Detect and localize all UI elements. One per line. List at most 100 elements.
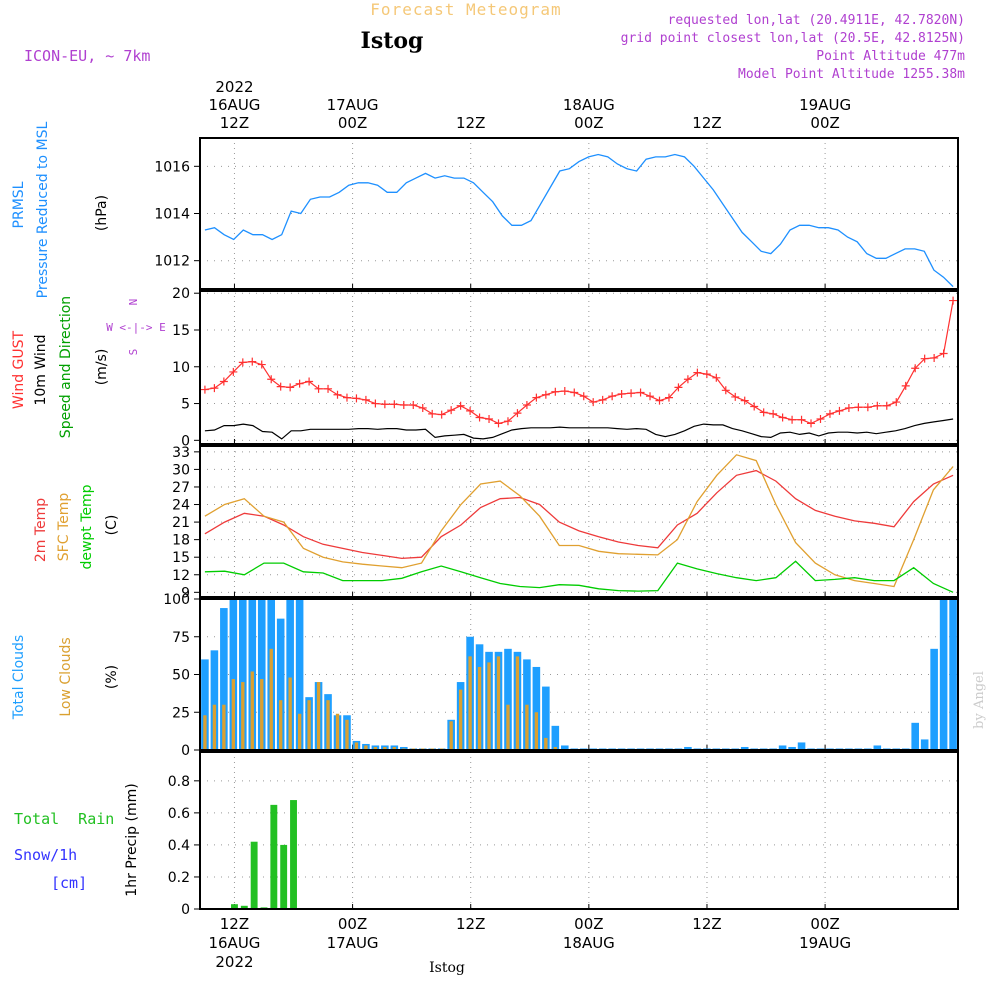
y-tick-label: 75: [172, 630, 190, 646]
gust-marker: [305, 377, 314, 386]
top-time-label: 12Z: [456, 114, 485, 132]
gust-marker: [769, 409, 778, 418]
gust-marker: [257, 360, 266, 369]
precip-panel: 0 0.2 0.4 0.6 0.8: [168, 751, 959, 918]
gust-label: Wind GUST: [11, 330, 27, 409]
temp2m-line: [204, 469, 954, 560]
gust-marker: [702, 370, 711, 379]
point-altitude: Point Altitude 477m: [816, 49, 965, 64]
gust-marker: [286, 383, 295, 392]
wind-dir-label: Speed and Direction: [58, 296, 74, 438]
total-cloud-bar: [873, 745, 882, 750]
low-cloud-bar: [260, 679, 264, 750]
y-tick-label: 0.4: [168, 838, 190, 854]
low-cloud-bar: [449, 721, 453, 750]
low-cloud-bar: [297, 713, 302, 750]
gust-marker: [844, 403, 853, 412]
gust-marker: [646, 392, 655, 401]
gust-marker: [238, 358, 247, 367]
gust-marker: [333, 390, 342, 399]
gust-marker: [437, 410, 446, 419]
gust-marker: [674, 383, 683, 392]
y-tick-label: 0.8: [168, 774, 190, 790]
total-cloud-bar: [504, 648, 512, 750]
panel-border: [199, 598, 959, 751]
snow-label: Snow/1h: [14, 846, 77, 864]
gust-marker: [863, 403, 872, 412]
total-cloud-bar: [778, 745, 787, 750]
top-time-label: 17AUG: [327, 96, 379, 114]
y-tick-label: 1012: [154, 254, 190, 270]
low-clouds-label: Low Clouds: [58, 637, 74, 716]
clouds-panel: 0 25 50 75 100: [163, 592, 959, 759]
gust-marker: [920, 354, 929, 363]
total-cloud-bar: [920, 739, 929, 750]
total-cloud-bar: [532, 666, 541, 750]
gust-marker: [475, 413, 484, 422]
gust-marker: [636, 388, 645, 397]
gust-marker: [229, 367, 238, 376]
bottom-time-label: 17AUG: [327, 934, 379, 952]
low-cloud-bar: [373, 746, 378, 750]
gust-marker: [589, 398, 598, 407]
gust-marker: [295, 379, 304, 388]
y-tick-label: 1014: [154, 207, 190, 223]
y-tick-label: 50: [172, 668, 190, 684]
total-cloud-bar: [797, 742, 806, 750]
low-cloud-bar: [335, 713, 340, 750]
low-cloud-bar: [553, 746, 557, 750]
total-cloud-bar: [220, 608, 228, 750]
y-tick-label: 0: [181, 743, 190, 759]
gust-marker: [816, 414, 825, 423]
low-cloud-bar: [222, 704, 226, 750]
pressure-msl-label: Pressure Reduced to MSL: [35, 121, 51, 298]
y-tick-label: 5: [181, 397, 190, 413]
low-cloud-bar: [496, 656, 501, 750]
rain-bar: [231, 904, 238, 909]
total-clouds-label: Total Clouds: [11, 635, 27, 720]
y-tick-label: 100: [163, 592, 190, 608]
temp-unit: (C): [104, 515, 120, 536]
gust-marker: [513, 409, 522, 418]
gust-marker: [428, 409, 437, 418]
low-cloud-bar: [477, 666, 482, 750]
low-cloud-bar: [231, 679, 235, 750]
gust-marker: [788, 415, 797, 424]
sfc_temp-line: [204, 454, 954, 588]
footer-station: Istog: [429, 960, 465, 976]
top-time-label: 00Z: [338, 114, 367, 132]
compass-rose: N W <-|-> E S: [106, 299, 166, 356]
gust-marker: [835, 406, 844, 415]
bottom-time-label: 19AUG: [799, 934, 851, 952]
dewpoint-line: [204, 560, 954, 593]
low-cloud-bar: [345, 719, 349, 750]
total-cloud-bar: [257, 599, 266, 750]
total-cloud-bar: [930, 648, 938, 750]
total-cloud-bar: [542, 686, 550, 750]
low-cloud-bar: [307, 700, 311, 750]
requested-coords: requested lon,lat (20.4911E, 42.7820N): [668, 13, 965, 28]
total-cloud-bar: [684, 746, 692, 750]
wind10m-label: 10m Wind: [33, 334, 49, 405]
gust-marker: [721, 386, 730, 395]
top-time-label: 18AUG: [563, 96, 615, 114]
wind-unit: (m/s): [94, 349, 110, 386]
compass-west-east: W <-|-> E: [106, 321, 166, 334]
total-cloud-bar: [561, 745, 569, 750]
gust-marker: [399, 401, 408, 410]
bottom-time-label: 00Z: [574, 915, 603, 933]
y-tick-label: 0: [181, 902, 190, 918]
top-time-label: 12Z: [220, 114, 249, 132]
total-cloud-bar: [276, 618, 285, 750]
total-cloud-bar: [740, 746, 749, 750]
low-cloud-bar: [250, 671, 254, 750]
gust-marker: [342, 393, 351, 402]
y-tick-label: 18: [172, 533, 190, 549]
temp2m-label: 2m Temp: [33, 498, 49, 562]
rain-bar: [240, 905, 248, 909]
y-tick-label: 0.6: [168, 806, 190, 822]
gust-marker: [712, 373, 721, 382]
